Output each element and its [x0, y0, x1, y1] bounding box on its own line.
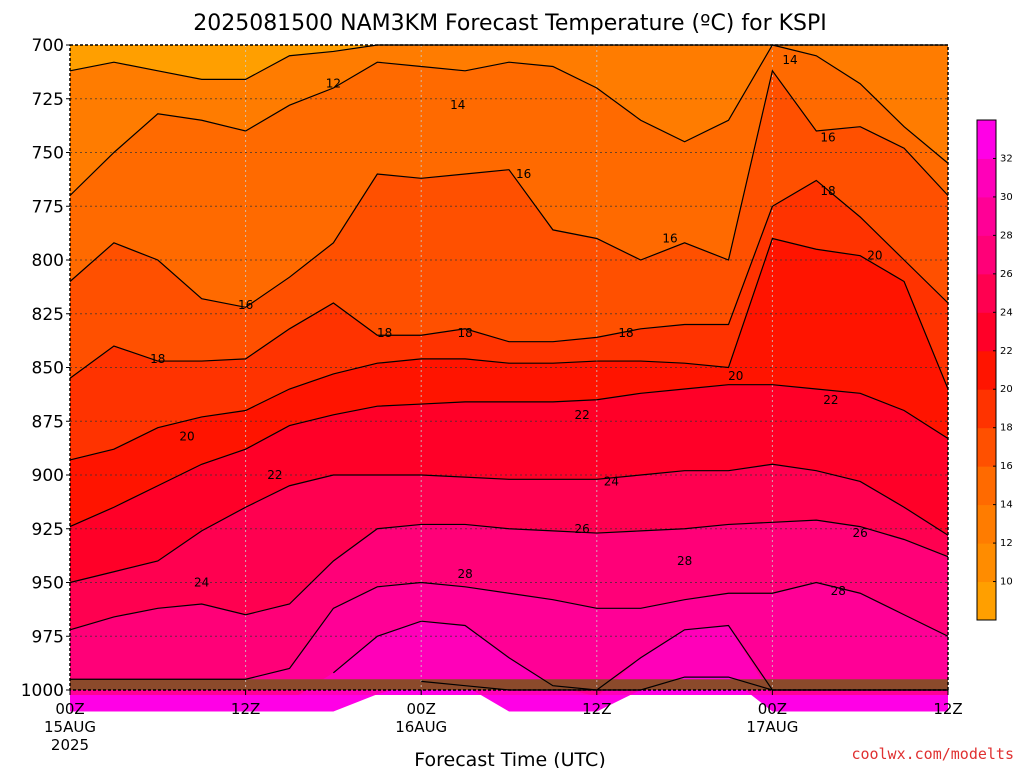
- contour-label: 20: [867, 249, 882, 263]
- x-tick-label: 12Z: [582, 700, 611, 718]
- colorbar-swatch: [977, 504, 996, 544]
- colorbar-swatch: [977, 350, 996, 390]
- contour-label: 18: [618, 326, 633, 340]
- colorbar-label: 26: [1000, 269, 1013, 280]
- x-tick-date: 16AUG: [395, 718, 447, 736]
- contour-label: 28: [831, 584, 846, 598]
- colorbar-swatch: [977, 427, 996, 467]
- colorbar-swatch: [977, 273, 996, 313]
- contour-label: 18: [457, 326, 472, 340]
- colorbar-label: 10: [1000, 577, 1013, 588]
- contour-label: 16: [238, 298, 253, 312]
- x-tick-date: 17AUG: [746, 718, 798, 736]
- contour-label: 22: [823, 393, 838, 407]
- contour-label: 24: [194, 576, 209, 590]
- y-tick-label: 800: [32, 251, 64, 271]
- colorbar-swatch: [977, 196, 996, 236]
- contour-label: 14: [782, 53, 797, 67]
- contour-label: 18: [150, 352, 165, 366]
- contour-18: [69, 179, 949, 379]
- y-tick-label: 975: [32, 627, 64, 647]
- colorbar-swatch: [977, 235, 996, 275]
- contour-20: [69, 237, 949, 461]
- y-tick-label: 925: [32, 520, 64, 540]
- contour-label: 14: [450, 98, 465, 112]
- x-axis-label: Forecast Time (UTC): [414, 749, 605, 768]
- contour-label: 20: [728, 369, 743, 383]
- colorbar-swatch: [977, 120, 996, 159]
- y-tick-label: 775: [32, 197, 64, 217]
- colorbar-label: 28: [1000, 230, 1013, 241]
- contour-labels: 12 14 14 16 16 16 16 18 18 18 18 18 20 20 20 22 22 22 24 24…: [150, 53, 882, 598]
- x-tick-label: 00Z: [55, 700, 84, 718]
- colorbar-label: 16: [1000, 461, 1013, 472]
- plot-frame: [69, 44, 949, 691]
- contour-label: 24: [604, 474, 619, 488]
- contour-label: 28: [677, 554, 692, 568]
- x-tick-label: 00Z: [407, 700, 436, 718]
- colorbar-swatch: [977, 543, 996, 583]
- contour-label: 28: [457, 567, 472, 581]
- contour-label: 16: [516, 167, 531, 181]
- y-tick-label: 825: [32, 305, 64, 325]
- contour-26: [69, 519, 949, 631]
- colorbar-label: 14: [1000, 500, 1013, 511]
- axes: 700 725 750 775 800 825 850 875 900 925 950 975 1000…: [21, 36, 963, 754]
- contour-lines: [69, 44, 949, 691]
- ground-strip: [70, 679, 948, 690]
- colorbar-swatch: [977, 389, 996, 429]
- colorbar-label: 18: [1000, 423, 1013, 434]
- contour-label: 16: [820, 130, 835, 144]
- colorbar-frame: [976, 119, 997, 621]
- contour-label: 26: [575, 522, 590, 536]
- y-tick-label: 1000: [21, 681, 64, 701]
- y-tick-label: 700: [32, 36, 64, 56]
- colorbar-swatch: [977, 158, 996, 198]
- x-tick-date: 15AUG: [44, 718, 96, 736]
- plot-area: [70, 45, 948, 712]
- colorbar-label: 32: [1000, 153, 1013, 164]
- y-tick-label: 850: [32, 359, 64, 379]
- contour-label: 18: [377, 326, 392, 340]
- x-tick-label: 12Z: [231, 700, 260, 718]
- contour-label: 22: [575, 408, 590, 422]
- colorbar-swatch: [977, 581, 996, 621]
- contour-16: [69, 69, 949, 308]
- y-tick-label: 725: [32, 90, 64, 110]
- colorbar-label: 20: [1000, 384, 1013, 395]
- colorbar-swatch: [977, 312, 996, 352]
- colorbar-label: 22: [1000, 346, 1013, 357]
- x-tick-year: 2025: [51, 736, 89, 754]
- contour-14: [69, 44, 949, 196]
- colorbar-label: 24: [1000, 307, 1013, 318]
- contour-label: 18: [820, 184, 835, 198]
- y-tick-label: 875: [32, 412, 64, 432]
- colorbar-label: 30: [1000, 192, 1013, 203]
- contour-24: [69, 463, 949, 584]
- contour-28: [70, 581, 949, 680]
- x-tick-label: 00Z: [758, 700, 787, 718]
- y-tick-label: 900: [32, 466, 64, 486]
- contour-22: [69, 384, 949, 528]
- contour-label: 16: [662, 232, 677, 246]
- y-tick-label: 950: [32, 574, 64, 594]
- x-tick-label: 12Z: [933, 700, 962, 718]
- grid-lines: [70, 45, 948, 690]
- colorbar: 10 12 14 16 18 20 22 24 26 28 30 32: [976, 119, 1013, 621]
- chart-title: 2025081500 NAM3KM Forecast Temperature (…: [193, 11, 827, 36]
- credit-text: coolwx.com/modelts: [851, 745, 1014, 763]
- contour-label: 20: [179, 429, 194, 443]
- y-tick-label: 750: [32, 144, 64, 164]
- colorbar-swatch: [977, 466, 996, 506]
- colorbar-label: 12: [1000, 538, 1013, 549]
- contour-label: 12: [326, 77, 341, 91]
- contour-label: 22: [267, 468, 282, 482]
- contour-label: 26: [853, 526, 868, 540]
